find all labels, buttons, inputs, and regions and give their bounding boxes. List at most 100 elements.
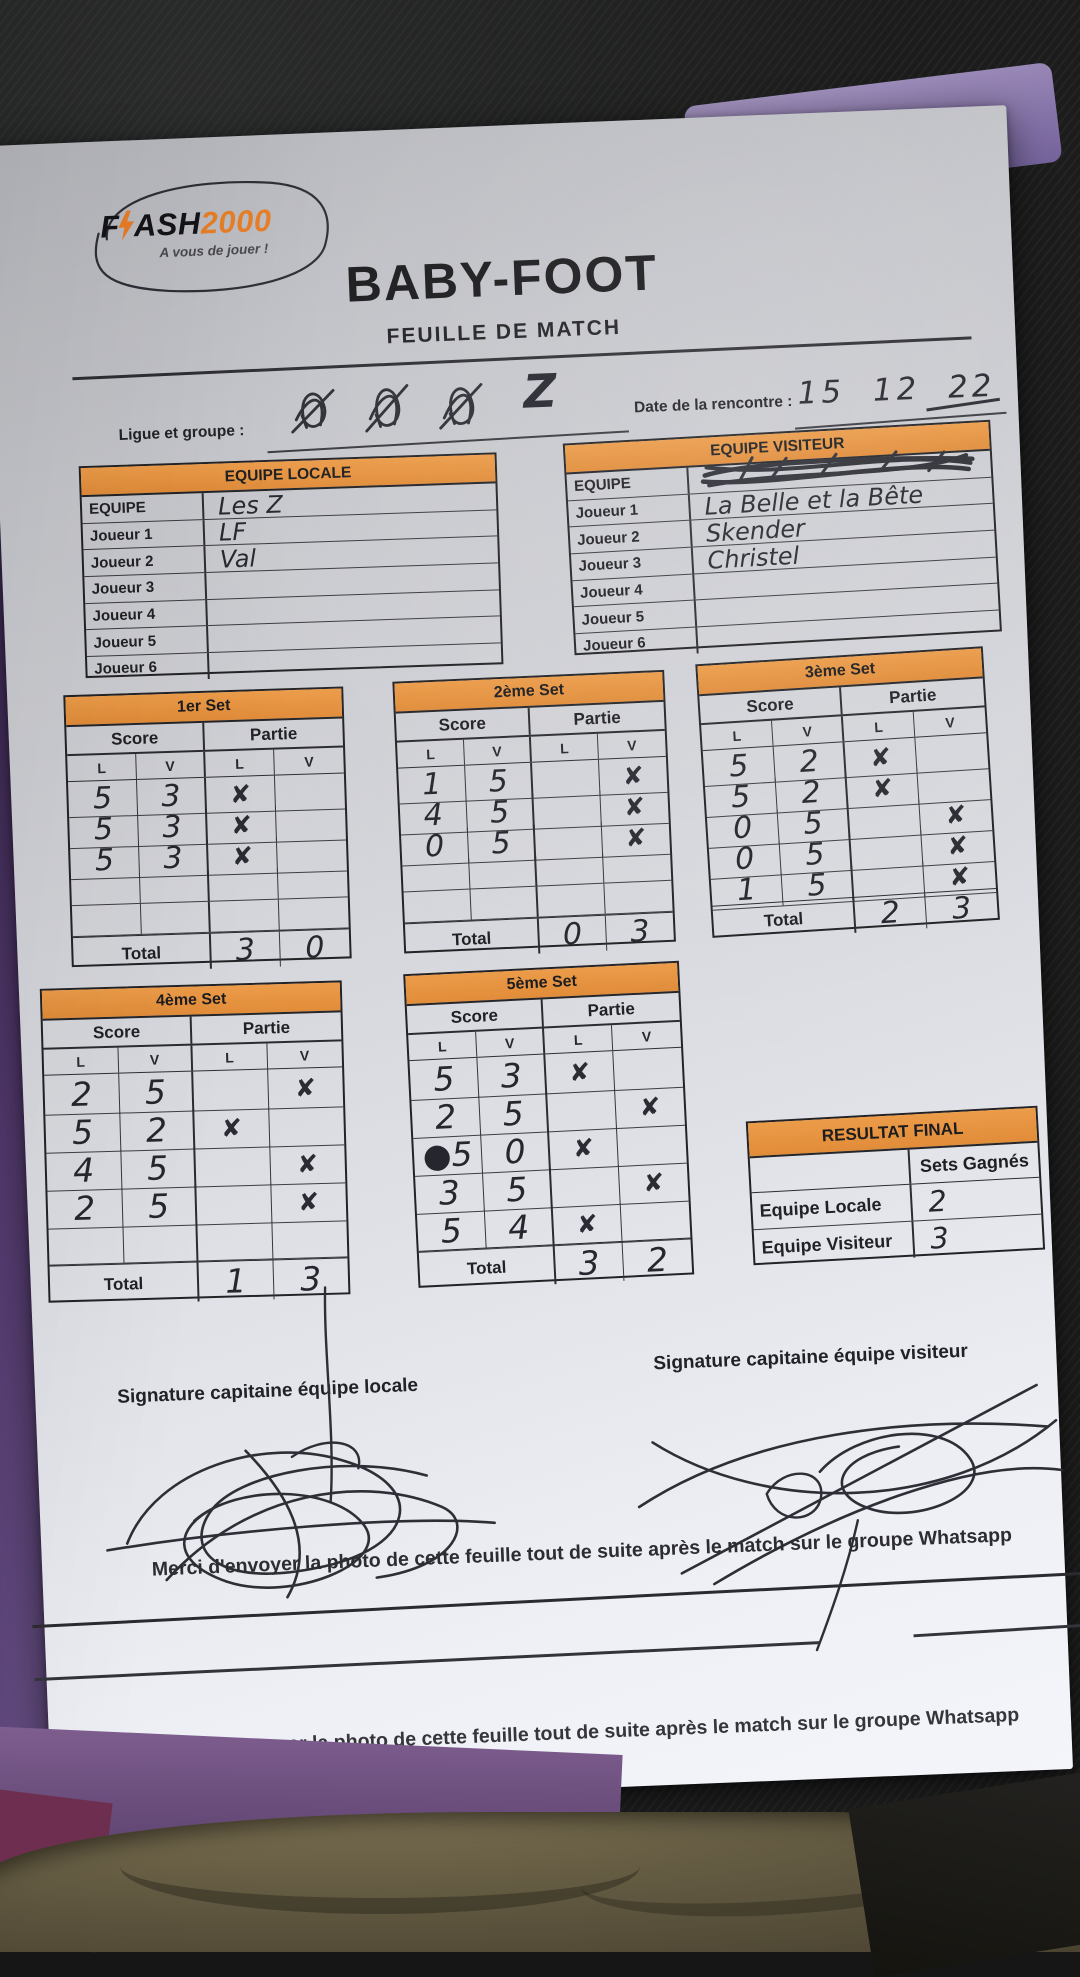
final-team-label: Equipe Visiteur [753, 1221, 916, 1267]
score-header: Score [395, 707, 531, 741]
partie-visitor-cell [616, 1123, 687, 1167]
total-local: 3 [554, 1241, 625, 1285]
set-rows: 5 2 ✘ 5 2 ✘ 0 5 ✘ [702, 733, 997, 911]
partie-visitor-cell [271, 1219, 348, 1260]
col-v: V [476, 1028, 546, 1057]
partie-local-cell [208, 868, 279, 902]
score-local-cell: 3 [415, 1171, 485, 1215]
score-local-cell [403, 889, 472, 924]
total-label: Total [418, 1245, 557, 1291]
score-local-cell [48, 1225, 124, 1266]
total-local: 0 [538, 915, 608, 954]
total-local: 1 [198, 1260, 275, 1302]
partie-local-cell [547, 1089, 618, 1133]
score-header: Score [406, 999, 544, 1034]
col-l: L [67, 754, 137, 782]
partie-local-cell [193, 1069, 269, 1112]
partie-visitor-cell [277, 866, 348, 900]
score-visitor-cell [469, 855, 538, 890]
col-v: V [944, 713, 956, 731]
partie-visitor-cell [604, 880, 673, 915]
total-local: 2 [854, 893, 928, 933]
score-visitor-cell [470, 886, 539, 921]
col-l: L [842, 711, 916, 742]
partie-local-cell: ✘ [545, 1051, 616, 1095]
total-label: Total [49, 1262, 200, 1306]
score-local-cell: 4 [46, 1149, 122, 1192]
partie-visitor-cell: ✘ [267, 1067, 344, 1110]
partie-visitor-cell [268, 1105, 345, 1148]
partie-visitor-cell: ✘ [270, 1181, 347, 1224]
fabric-fold [120, 1818, 640, 1914]
signature-label-visitor: Signature capitaine équipe visiteur [652, 1340, 969, 1375]
total-visitor: 3 [951, 890, 973, 927]
score-visitor-cell: 3 [477, 1054, 548, 1098]
total-visitor: 3 [629, 913, 651, 950]
set-rows: 2 5 ✘ 5 2 ✘ 4 5 ✘ [44, 1067, 348, 1266]
player-label: Joueur 3 [84, 573, 208, 603]
score-visitor-cell [139, 870, 210, 904]
total-local: 3 [210, 931, 281, 969]
score-visitor-cell: 5 [482, 1168, 553, 1212]
score-local-cell: 5 [416, 1209, 487, 1253]
score-local-cell: 5 [45, 1111, 121, 1154]
final-rows: Equipe Locale 2 Equipe Visiteur 3 [751, 1177, 1044, 1267]
col-l: L [701, 720, 774, 751]
col-v: V [771, 716, 845, 746]
partie-local-cell [536, 852, 605, 887]
score-local-cell: ●5 [413, 1133, 484, 1177]
league-label: Ligue et groupe : [118, 422, 245, 445]
col-v: V [463, 736, 532, 765]
hand-drawn-circle [94, 181, 329, 293]
col-l: L [408, 1031, 478, 1061]
sets-won-header: Sets Gagnés [919, 1149, 1030, 1176]
partie-local-cell [195, 1145, 271, 1188]
match-sheet-paper: F ASH2000 A vous de jouer ! BABY-FOOT FEU… [0, 105, 1080, 1810]
total-label: Total [72, 933, 212, 974]
score-local-cell: 5 [409, 1057, 480, 1102]
team-table-local: EQUIPE LOCALE EQUIPE Les Z Joueur 1 LF J… [78, 452, 504, 683]
col-v: V [641, 1027, 652, 1045]
score-local-cell [71, 903, 142, 938]
total-visitor: 2 [646, 1239, 669, 1280]
signature-line-left [34, 1641, 820, 1681]
col-l: L [205, 749, 275, 777]
score-header: Score [42, 1016, 193, 1048]
final-sets-won: 2 [927, 1183, 948, 1219]
signature-scribble-visitor [637, 1383, 1064, 1652]
total-label: Total [712, 897, 857, 942]
partie-visitor-cell [620, 1199, 691, 1243]
score-visitor-cell: 5 [118, 1071, 195, 1114]
partie-local-cell [197, 1221, 273, 1262]
col-l: L [530, 733, 599, 762]
league-value: Z [522, 363, 558, 419]
partie-local-cell: ✘ [549, 1127, 619, 1171]
score-visitor-cell [122, 1223, 199, 1264]
final-sets-won: 3 [929, 1220, 950, 1256]
col-v: V [304, 752, 314, 770]
col-v: V [626, 736, 637, 754]
col-l: L [544, 1025, 614, 1054]
player-label: Joueur 1 [82, 519, 206, 550]
signature-line-right [913, 1621, 1080, 1637]
date-label: Date de la rencontre : [633, 392, 793, 417]
col-l: L [192, 1043, 268, 1071]
score-visitor-cell [140, 901, 211, 935]
partie-local-cell: ✘ [194, 1107, 270, 1150]
col-l: L [397, 739, 466, 768]
player-label: EQUIPE [81, 493, 205, 523]
partie-visitor-cell [278, 897, 349, 931]
brand-ash: ASH [133, 205, 202, 244]
partie-local-cell [537, 883, 606, 918]
set-rows: 5 3 ✘ 5 3 ✘ 5 3 ✘ [68, 773, 349, 938]
signature-label-local: Signature capitaine équipe locale [116, 1374, 419, 1408]
partie-header: Partie [242, 1017, 291, 1038]
partie-local-cell [196, 1183, 272, 1226]
player-label: Joueur 2 [83, 546, 207, 577]
score-local-cell [402, 858, 471, 893]
score-visitor-cell: 5 [479, 1092, 550, 1136]
total-visitor: 0 [304, 930, 325, 966]
player-label: Joueur 6 [87, 653, 210, 683]
